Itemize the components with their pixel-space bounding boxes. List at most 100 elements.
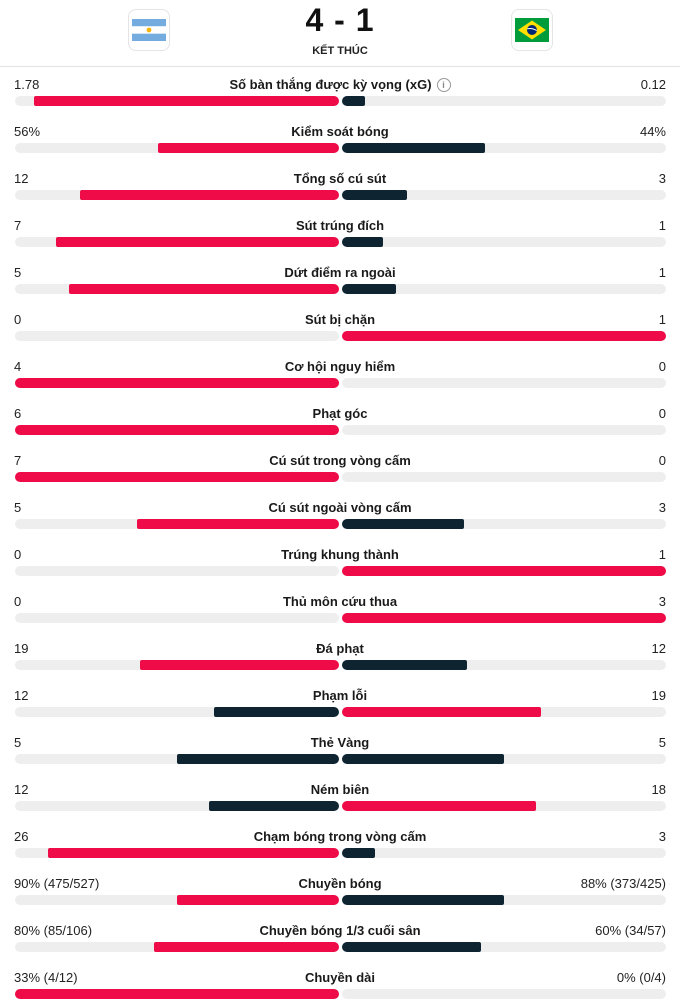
stat-label-row: 0 Trúng khung thành 1	[14, 547, 666, 563]
away-stat-bar-track	[342, 848, 666, 858]
away-stat-value: 3	[658, 500, 666, 515]
stat-row: 0 Trúng khung thành 1	[0, 536, 680, 583]
away-stat-bar-track	[342, 331, 666, 341]
stat-label-row: 80% (85/106) Chuyền bóng 1/3 cuối sân 60% …	[14, 923, 666, 939]
away-stat-bar-track	[342, 707, 666, 717]
stat-name: Chuyền dài	[14, 970, 666, 986]
away-stat-bar	[342, 660, 468, 670]
stat-name-text: Trúng khung thành	[281, 547, 399, 562]
brazil-flag-icon	[515, 18, 549, 42]
stat-label-row: 1.78 Số bàn thắng được kỳ vọng (xG) i 0.12	[14, 77, 666, 93]
stat-name-text: Dứt điểm ra ngoài	[284, 265, 396, 280]
away-stat-bar-track	[342, 519, 666, 529]
away-stat-value: 3	[658, 171, 666, 186]
away-stat-bar-track	[342, 942, 666, 952]
away-stat-bar	[342, 895, 504, 905]
stat-row: 6 Phạt góc 0	[0, 395, 680, 442]
home-stat-bar-track	[15, 143, 339, 153]
stat-name-text: Tổng số cú sút	[293, 171, 387, 186]
away-team-flag[interactable]	[511, 9, 553, 51]
away-stat-bar-track	[342, 378, 666, 388]
stat-row: 7 Sút trúng đích 1	[0, 207, 680, 254]
home-stat-value: 80% (85/106)	[14, 923, 93, 938]
home-stat-value: 0	[14, 594, 22, 609]
home-stat-bar	[213, 707, 339, 717]
stat-row: 0 Sút bị chặn 1	[0, 301, 680, 348]
away-stat-value: 60% (34/57)	[595, 923, 666, 938]
stat-label-row: 7 Cú sút trong vòng cấm 0	[14, 453, 666, 469]
away-stat-bar	[342, 848, 376, 858]
stat-name: Dứt điểm ra ngoài	[14, 265, 666, 281]
stat-label-row: 26 Chạm bóng trong vòng cấm 3	[14, 829, 666, 845]
home-stat-bar	[15, 425, 339, 435]
away-stat-bar-track	[342, 754, 666, 764]
stat-name-text: Số bàn thắng được kỳ vọng (xG)	[229, 77, 432, 92]
stat-name: Cú sút trong vòng cấm	[14, 453, 666, 469]
stat-name: Đá phạt	[14, 641, 666, 657]
home-stat-bar	[15, 378, 339, 388]
stat-name: Chuyền bóng 1/3 cuối sân	[14, 923, 666, 939]
away-stat-bar-track	[342, 566, 666, 576]
stat-name-text: Kiểm soát bóng	[291, 124, 389, 139]
away-stat-bar-track	[342, 801, 666, 811]
away-stat-value: 1	[658, 218, 666, 233]
away-stat-bar	[342, 942, 482, 952]
stat-label-row: 33% (4/12) Chuyền dài 0% (0/4)	[14, 970, 666, 986]
home-stat-value: 12	[14, 688, 29, 703]
home-stat-value: 7	[14, 453, 22, 468]
home-stat-bar-track	[15, 942, 339, 952]
stat-name-text: Chuyền bóng	[298, 876, 382, 891]
home-stat-bar	[55, 237, 339, 247]
stat-name: Phạt góc	[14, 406, 666, 422]
away-stat-value: 1	[658, 265, 666, 280]
away-stat-bar	[342, 801, 537, 811]
away-stat-bar	[342, 566, 666, 576]
stat-label-row: 5 Dứt điểm ra ngoài 1	[14, 265, 666, 281]
away-stat-bar	[342, 754, 504, 764]
away-stat-value: 3	[658, 594, 666, 609]
away-stat-bar	[342, 237, 383, 247]
stat-row: 80% (85/106) Chuyền bóng 1/3 cuối sân 60% …	[0, 912, 680, 959]
stat-name-text: Phạt góc	[312, 406, 368, 421]
home-stat-bar-track	[15, 660, 339, 670]
home-stat-value: 1.78	[14, 77, 40, 92]
home-stat-bar	[157, 143, 339, 153]
stat-label-row: 0 Thủ môn cứu thua 3	[14, 594, 666, 610]
home-stat-bar-track	[15, 190, 339, 200]
home-team-flag[interactable]	[128, 9, 170, 51]
argentina-flag-icon	[132, 19, 166, 41]
away-stat-value: 0	[658, 453, 666, 468]
home-stat-bar-track	[15, 754, 339, 764]
stat-label-row: 5 Cú sút ngoài vòng cấm 3	[14, 500, 666, 516]
home-stat-value: 12	[14, 782, 29, 797]
away-stat-value: 88% (373/425)	[580, 876, 666, 891]
info-icon[interactable]: i	[436, 78, 451, 92]
home-stat-bar-track	[15, 519, 339, 529]
stat-name-text: Chuyền bóng 1/3 cuối sân	[259, 923, 421, 938]
home-stat-value: 5	[14, 735, 22, 750]
away-stat-value: 19	[651, 688, 666, 703]
stat-name-text: Phạm lỗi	[312, 688, 368, 703]
away-stat-bar-track	[342, 660, 666, 670]
stat-name-text: Chạm bóng trong vòng cấm	[253, 829, 427, 844]
stat-row: 7 Cú sút trong vòng cấm 0	[0, 442, 680, 489]
stat-label-row: 0 Sút bị chặn 1	[14, 312, 666, 328]
stat-name-text: Sút bị chặn	[304, 312, 376, 327]
stat-label-row: 12 Tổng số cú sút 3	[14, 171, 666, 187]
home-stat-value: 26	[14, 829, 29, 844]
away-stat-value: 5	[658, 735, 666, 750]
stat-label-row: 4 Cơ hội nguy hiểm 0	[14, 359, 666, 375]
home-stat-bar-track	[15, 331, 339, 341]
home-stat-bar	[177, 895, 339, 905]
away-stat-bar-track	[342, 237, 666, 247]
stat-name-text: Đá phạt	[316, 641, 364, 656]
away-stat-bar-track	[342, 472, 666, 482]
home-stat-bar-track	[15, 378, 339, 388]
home-stat-bar-track	[15, 425, 339, 435]
away-stat-bar	[342, 613, 666, 623]
away-stat-bar	[342, 190, 407, 200]
stat-name: Ném biên	[14, 782, 666, 798]
home-stat-value: 90% (475/527)	[14, 876, 100, 891]
stat-label-row: 19 Đá phạt 12	[14, 641, 666, 657]
stat-name-text: Thủ môn cứu thua	[282, 594, 398, 609]
